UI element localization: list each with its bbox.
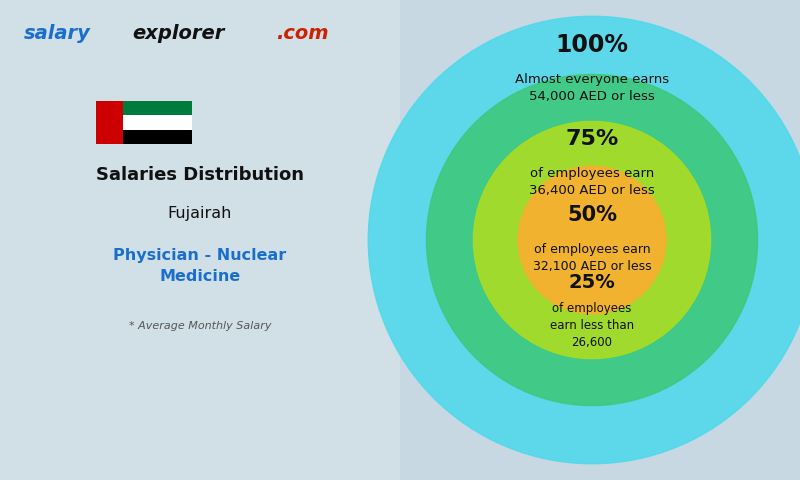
Text: Fujairah: Fujairah bbox=[168, 206, 232, 221]
Text: 100%: 100% bbox=[555, 33, 629, 57]
Text: salary: salary bbox=[24, 24, 91, 43]
Text: Physician - Nuclear
Medicine: Physician - Nuclear Medicine bbox=[114, 249, 286, 284]
Circle shape bbox=[474, 121, 710, 359]
Text: of employees earn
32,100 AED or less: of employees earn 32,100 AED or less bbox=[533, 243, 651, 273]
Bar bbox=[123, 130, 192, 144]
Bar bbox=[96, 101, 123, 144]
Text: Almost everyone earns
54,000 AED or less: Almost everyone earns 54,000 AED or less bbox=[515, 73, 669, 103]
Circle shape bbox=[368, 16, 800, 464]
Text: of employees
earn less than
26,600: of employees earn less than 26,600 bbox=[550, 301, 634, 348]
Circle shape bbox=[426, 74, 758, 406]
Text: 25%: 25% bbox=[569, 273, 615, 292]
Circle shape bbox=[518, 166, 666, 314]
Text: of employees earn
36,400 AED or less: of employees earn 36,400 AED or less bbox=[529, 167, 655, 197]
Bar bbox=[123, 115, 192, 130]
Bar bbox=[0, 0, 400, 480]
Text: 50%: 50% bbox=[567, 205, 617, 226]
Bar bbox=[123, 101, 192, 115]
Text: Salaries Distribution: Salaries Distribution bbox=[96, 166, 304, 184]
Text: 75%: 75% bbox=[566, 129, 618, 149]
Text: * Average Monthly Salary: * Average Monthly Salary bbox=[129, 322, 271, 331]
Text: .com: .com bbox=[276, 24, 329, 43]
Text: explorer: explorer bbox=[132, 24, 224, 43]
